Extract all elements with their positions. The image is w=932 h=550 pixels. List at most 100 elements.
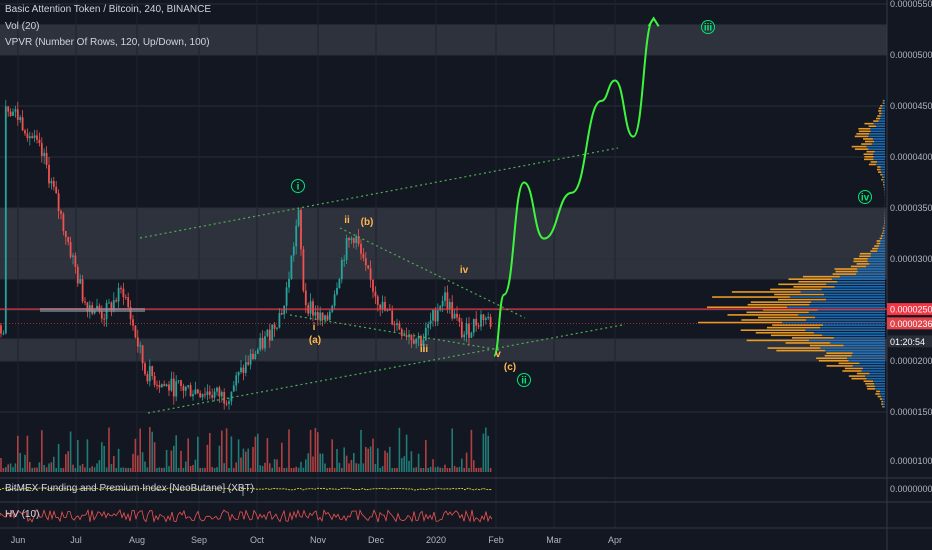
volume-bar (432, 459, 434, 472)
vpvr-bar (882, 405, 884, 408)
vpvr-bar (883, 181, 885, 184)
candle-body (84, 301, 86, 303)
candle-body (237, 371, 240, 376)
vpvr-bar (883, 224, 885, 227)
volume-bar (439, 467, 441, 472)
volume-bar (235, 462, 237, 472)
candle-body (79, 279, 82, 284)
vol-legend[interactable]: Vol (20) (5, 21, 40, 32)
candle-body (115, 300, 118, 302)
volume-bar (206, 444, 209, 472)
candle-body (393, 324, 396, 326)
candle-body (427, 323, 430, 328)
candle-body (345, 238, 348, 260)
vpvr-bar (766, 326, 821, 329)
volume-bar (74, 467, 77, 472)
candle-body (177, 380, 180, 382)
volume-bar (329, 467, 331, 472)
vpvr-bar (881, 171, 885, 173)
vpvr-bar (862, 367, 885, 370)
vpvr-bar (883, 176, 885, 178)
volume-bar (417, 453, 420, 472)
volume-bar (434, 467, 437, 472)
vpvr-bar (879, 393, 885, 395)
candle-body (283, 305, 286, 315)
vpvr-bar (876, 242, 881, 245)
candle-body (391, 310, 394, 325)
vpvr-bar (873, 140, 885, 143)
vpvr-bar (776, 349, 826, 352)
range-marker (40, 308, 145, 312)
vpvr-bar (867, 258, 885, 260)
candle-body (302, 249, 305, 291)
volume-bar (281, 442, 283, 472)
vpvr-bar (878, 171, 882, 173)
vpvr-bar (789, 296, 885, 298)
volume-bar (357, 463, 360, 472)
volume-bar (55, 467, 57, 472)
volume-bar (468, 467, 470, 472)
vpvr-bar (869, 133, 885, 135)
vpvr-bar (879, 112, 882, 115)
candle-body (475, 318, 478, 326)
volume-bar (475, 467, 477, 472)
vpvr-bar (802, 275, 840, 278)
volume-bar (345, 455, 348, 472)
vpvr-bar (880, 390, 885, 393)
volume-bar (302, 467, 305, 472)
vpvr-bar (758, 316, 816, 319)
vpvr-bar (870, 130, 885, 133)
candle-body (127, 297, 130, 308)
vpvr-bar (882, 105, 885, 107)
vpvr-bar (859, 255, 871, 258)
volume-bar (113, 455, 115, 472)
vpvr-bar (866, 377, 885, 380)
wave-label-orange: iii (420, 344, 429, 355)
chart-title[interactable]: Basic Attention Token / Bitcoin, 240, BI… (5, 4, 212, 15)
vpvr-bar (817, 309, 885, 311)
trend-line (147, 324, 623, 414)
candle-body (300, 209, 302, 250)
wave-label-ii: ii (521, 376, 527, 387)
volume-bar (213, 468, 216, 472)
candle-body (117, 287, 120, 302)
funding-legend[interactable]: BitMEX Funding and Premium Index [NeoBut… (5, 483, 255, 494)
candle-body (410, 335, 413, 340)
volume-bar (230, 436, 233, 472)
vpvr-bar (883, 405, 885, 408)
candle-body (441, 300, 444, 307)
vpvr-bar (880, 117, 885, 120)
volume-bar (362, 463, 365, 472)
time-label: Nov (310, 535, 327, 545)
candle-body (103, 318, 106, 320)
vpvr-bar (863, 153, 874, 156)
vpvr-bar (873, 153, 885, 156)
trend-line (139, 147, 619, 239)
vpvr-bar (808, 339, 885, 342)
volume-bar (211, 466, 213, 472)
volume-bar (403, 456, 405, 472)
vpvr-bar (864, 140, 874, 143)
candle-body (434, 309, 437, 322)
volume-bar (257, 433, 259, 472)
vpvr-bar (826, 298, 885, 301)
volume-bar (487, 435, 489, 472)
vpvr-bar (864, 158, 874, 161)
candle-body (134, 325, 137, 338)
volume-bar (482, 433, 485, 472)
volume-bar (420, 467, 422, 472)
candle-body (50, 181, 53, 184)
candle-body (187, 385, 190, 387)
vpvr-legend[interactable]: VPVR (Number Of Rows, 120, Up/Down, 100) (5, 37, 210, 48)
candle-body (129, 307, 132, 320)
vpvr-bar (883, 99, 885, 102)
vpvr-bar (873, 122, 885, 125)
vpvr-bar (755, 331, 814, 334)
candle-body (7, 106, 10, 112)
candle-body (463, 334, 466, 338)
vpvr-bar (871, 252, 885, 255)
volume-bar (218, 445, 221, 472)
hv-legend[interactable]: HV (10) (5, 509, 40, 520)
